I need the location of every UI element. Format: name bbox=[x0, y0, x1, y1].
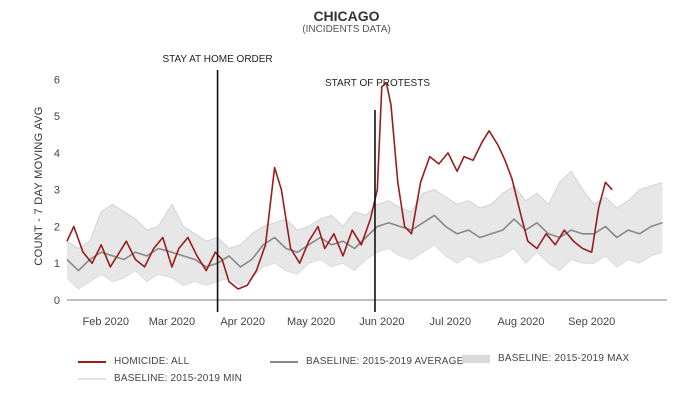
legend-swatch-average bbox=[270, 360, 298, 363]
x-tick-label: Sep 2020 bbox=[568, 316, 615, 328]
y-tick-label: 5 bbox=[54, 111, 60, 123]
series-homicide-line bbox=[66, 82, 613, 290]
annotation-label: START OF PROTESTS bbox=[325, 78, 430, 89]
y-tick-label: 6 bbox=[54, 74, 60, 86]
y-tick-label: 2 bbox=[54, 221, 60, 233]
legend-item-average[interactable]: BASELINE: 2015-2019 AVERAGE bbox=[270, 356, 464, 367]
chart-legend: HOMICIDE: ALL BASELINE: 2015-2019 AVERAG… bbox=[0, 350, 693, 400]
x-tick-label: Feb 2020 bbox=[83, 316, 129, 328]
y-tick-label: 1 bbox=[54, 258, 60, 270]
legend-label-average: BASELINE: 2015-2019 AVERAGE bbox=[306, 356, 464, 367]
legend-swatch-max bbox=[462, 354, 490, 363]
chart-svg: 0 1 2 3 4 5 6 Feb 2020 Mar 2020 Apr 2020 May 2020 J… bbox=[33, 54, 667, 328]
series-min-line bbox=[66, 244, 663, 290]
y-tick-label: 3 bbox=[54, 185, 60, 197]
x-tick-label: Aug 2020 bbox=[497, 316, 544, 328]
legend-swatch-min bbox=[78, 377, 106, 380]
chart-title: CHICAGO bbox=[313, 8, 380, 24]
legend-label-max: BASELINE: 2015-2019 MAX bbox=[498, 353, 630, 364]
legend-item-homicide[interactable]: HOMICIDE: ALL bbox=[78, 356, 189, 367]
x-tick-label: Jul 2020 bbox=[429, 316, 471, 328]
chart-subtitle: (INCIDENTS DATA) bbox=[302, 24, 391, 35]
x-tick-label: Apr 2020 bbox=[220, 316, 265, 328]
y-axis-label: COUNT - 7 DAY MOVING AVG bbox=[33, 106, 45, 265]
legend-item-max[interactable]: BASELINE: 2015-2019 MAX bbox=[462, 353, 629, 364]
baseline-range-band bbox=[67, 171, 663, 289]
legend-item-min[interactable]: BASELINE: 2015-2019 MIN bbox=[78, 373, 242, 384]
legend-swatch-homicide bbox=[78, 360, 106, 363]
y-tick-label: 4 bbox=[54, 148, 60, 160]
x-tick-label: Mar 2020 bbox=[149, 316, 195, 328]
y-tick-label: 0 bbox=[54, 295, 60, 307]
series-max-line bbox=[66, 170, 663, 249]
annotation-label: STAY AT HOME ORDER bbox=[162, 54, 272, 65]
legend-label-homicide: HOMICIDE: ALL bbox=[114, 356, 190, 367]
x-tick-label: Jun 2020 bbox=[359, 316, 404, 328]
x-tick-label: May 2020 bbox=[287, 316, 335, 328]
legend-label-min: BASELINE: 2015-2019 MIN bbox=[114, 373, 242, 384]
